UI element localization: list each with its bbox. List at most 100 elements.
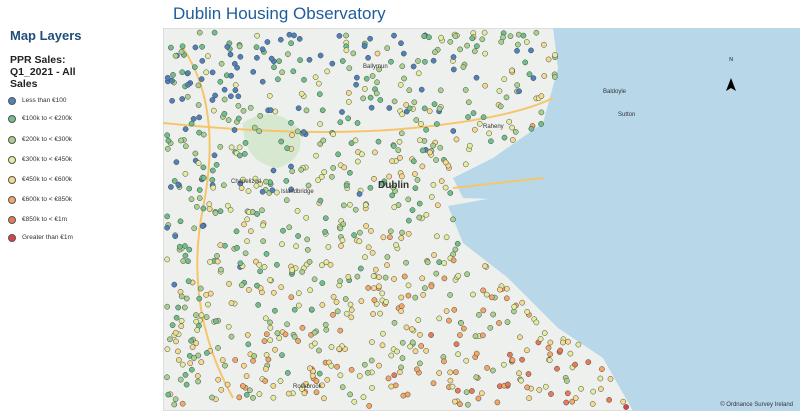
sale-point (167, 336, 173, 343)
sale-point (319, 382, 326, 389)
sale-point (239, 383, 246, 389)
sale-point (348, 314, 355, 321)
sale-point (215, 376, 222, 383)
sale-point (415, 317, 422, 323)
sale-point (299, 269, 305, 275)
sale-point (427, 149, 433, 156)
sale-point (345, 115, 352, 122)
sale-point (360, 394, 367, 400)
sale-point (377, 310, 384, 317)
sale-point (376, 283, 382, 290)
sale-point (567, 350, 574, 357)
sale-point (458, 320, 464, 326)
sale-point (412, 185, 419, 192)
sale-point (195, 378, 201, 385)
sale-point (295, 290, 302, 297)
sale-point (522, 59, 529, 66)
sale-point (175, 304, 182, 311)
sale-point (548, 391, 554, 397)
sale-point (182, 143, 189, 150)
sale-point (265, 356, 272, 363)
sale-point (316, 370, 323, 377)
sale-point (551, 74, 558, 80)
sale-point (347, 301, 354, 308)
sale-point (254, 32, 260, 39)
sale-point (172, 329, 179, 336)
sale-point (434, 233, 440, 240)
sale-point (306, 258, 313, 265)
sale-point (371, 285, 377, 292)
sale-point (523, 39, 530, 45)
sale-point (172, 52, 179, 59)
sale-point (164, 213, 171, 220)
sale-point (347, 169, 353, 176)
sale-point (376, 274, 382, 281)
sale-point (345, 90, 352, 96)
sale-point (172, 396, 179, 403)
sale-point (418, 343, 425, 349)
sale-point (462, 161, 469, 168)
sale-point (430, 142, 436, 149)
sale-point (177, 376, 184, 383)
sale-point (259, 78, 266, 85)
sale-point (452, 246, 459, 253)
sale-point (263, 178, 269, 185)
sale-point (285, 390, 292, 397)
road (163, 97, 554, 133)
sale-point (203, 292, 210, 298)
sale-point (212, 210, 219, 216)
sale-point (206, 206, 213, 212)
sale-point (199, 223, 206, 229)
sale-point (301, 390, 308, 397)
sale-point (300, 129, 307, 135)
sale-point (509, 357, 516, 364)
sale-point (436, 259, 443, 265)
road (452, 177, 544, 189)
sale-point (228, 300, 235, 306)
sale-point (267, 277, 273, 283)
sale-point (236, 394, 243, 401)
sale-point (449, 383, 456, 390)
sale-point (398, 40, 404, 47)
sale-point (516, 370, 522, 377)
sale-point (475, 395, 482, 402)
sale-point (418, 86, 425, 93)
sale-point (177, 218, 184, 225)
sale-point (365, 244, 372, 251)
sale-point (399, 229, 405, 236)
sale-point (511, 303, 518, 310)
sale-point (228, 93, 234, 100)
sale-point (457, 332, 463, 338)
sale-point (460, 64, 467, 70)
sale-point (179, 69, 186, 76)
sale-point (359, 151, 365, 158)
sale-point (263, 251, 270, 257)
sale-point (368, 357, 375, 364)
sale-point (431, 101, 438, 108)
sale-point (303, 381, 309, 387)
sale-point (407, 343, 414, 350)
sale-point (524, 384, 531, 391)
sale-point (200, 205, 207, 212)
sale-point (542, 383, 549, 390)
sale-point (470, 291, 476, 298)
sale-point (173, 159, 180, 165)
sale-point (482, 263, 488, 269)
sale-point (180, 258, 187, 264)
sale-point (347, 391, 353, 398)
sale-point (228, 144, 235, 151)
sale-point (203, 69, 210, 76)
sale-point (470, 110, 477, 116)
legend-label: Greater than €1m (22, 234, 73, 241)
sale-point (537, 336, 544, 342)
sale-point (179, 96, 186, 102)
sale-point (391, 372, 398, 379)
sale-point (270, 289, 277, 296)
sale-point (198, 312, 205, 319)
sale-point (365, 54, 371, 61)
sale-point (278, 138, 285, 145)
sale-point (210, 184, 217, 191)
sale-point (220, 182, 227, 189)
sale-point (290, 68, 297, 75)
